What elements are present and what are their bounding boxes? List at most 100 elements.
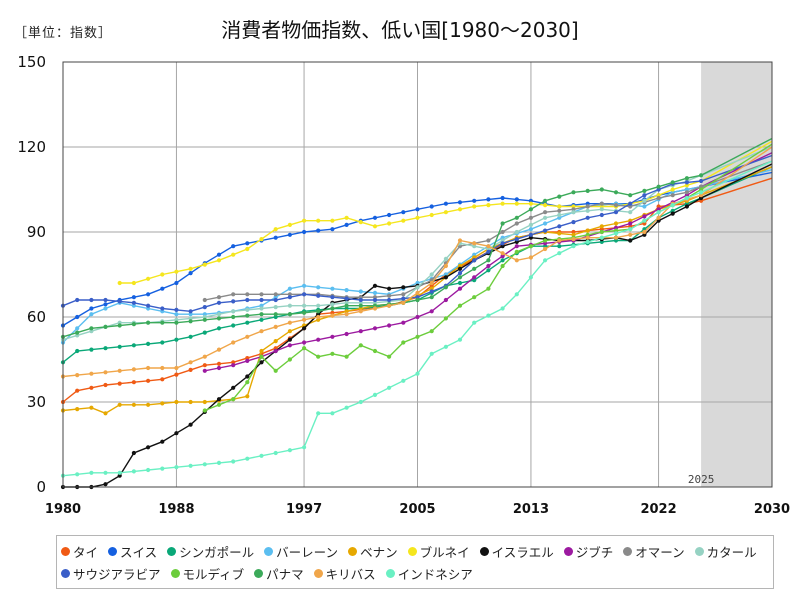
data-point	[245, 297, 250, 303]
data-point	[216, 258, 222, 263]
data-point	[231, 385, 236, 390]
data-point	[387, 286, 392, 291]
data-point	[316, 309, 321, 314]
x-tick-label: 2005	[399, 502, 435, 517]
data-point	[202, 297, 207, 303]
legend-item: スイス	[108, 540, 157, 562]
data-point	[103, 297, 108, 303]
data-point	[486, 263, 491, 269]
data-point	[358, 220, 363, 225]
data-point	[401, 300, 406, 305]
legend-marker-icon	[61, 568, 70, 578]
legend-marker-icon	[563, 546, 573, 556]
data-point	[599, 201, 604, 206]
data-point	[245, 374, 250, 379]
data-point	[188, 463, 193, 468]
data-point	[613, 235, 619, 240]
data-point	[231, 360, 236, 365]
data-point	[571, 244, 576, 249]
data-point	[372, 392, 378, 397]
legend-marker-icon	[407, 546, 417, 556]
data-point	[443, 275, 448, 280]
data-point	[75, 472, 80, 477]
data-point	[401, 320, 406, 325]
data-point	[514, 249, 519, 254]
data-point	[528, 207, 534, 212]
data-point	[585, 232, 590, 237]
data-point	[415, 207, 420, 212]
x-tick-label: 2013	[513, 502, 549, 517]
data-point	[103, 411, 108, 416]
data-point	[302, 303, 307, 308]
data-point	[316, 411, 321, 416]
data-point	[613, 203, 619, 208]
data-point	[358, 309, 363, 314]
data-point	[273, 324, 278, 329]
data-point	[287, 320, 292, 325]
data-point	[401, 378, 406, 383]
data-point	[316, 228, 321, 233]
legend-label: カタール	[706, 544, 757, 560]
data-point	[75, 297, 80, 303]
forecast-label: 2025	[688, 473, 715, 486]
data-point	[543, 238, 548, 243]
data-point	[543, 215, 548, 220]
legend-label: ジブチ	[575, 544, 614, 560]
data-point	[344, 215, 349, 220]
data-point	[628, 221, 633, 226]
data-point	[103, 470, 108, 475]
data-point	[216, 460, 222, 465]
data-point	[259, 306, 264, 311]
data-point	[429, 309, 434, 314]
y-tick-label: 30	[27, 393, 46, 411]
legend-label: バーレーン	[276, 544, 339, 560]
data-point	[528, 215, 534, 220]
data-point	[684, 180, 690, 185]
y-tick-label: 120	[17, 138, 46, 156]
data-point	[543, 246, 548, 252]
data-point	[372, 215, 378, 220]
data-point	[599, 224, 604, 229]
data-point	[500, 263, 505, 269]
data-point	[571, 232, 576, 237]
data-point	[358, 297, 363, 303]
data-point	[585, 239, 590, 244]
data-point	[429, 212, 434, 218]
data-point	[174, 399, 179, 405]
data-point	[344, 303, 349, 308]
data-point	[415, 371, 420, 376]
data-point	[642, 204, 647, 209]
data-point	[89, 297, 94, 303]
data-point	[571, 237, 576, 242]
data-point	[202, 317, 207, 322]
data-point	[656, 195, 661, 201]
data-point	[117, 473, 122, 478]
data-point	[528, 235, 534, 240]
legend-marker-icon	[108, 546, 118, 556]
data-point	[103, 346, 108, 351]
data-point	[245, 307, 250, 312]
data-point	[628, 238, 633, 243]
data-point	[316, 337, 321, 342]
data-point	[131, 450, 136, 456]
data-point	[287, 329, 292, 334]
data-point	[75, 388, 80, 393]
data-point	[543, 203, 548, 208]
data-point	[245, 334, 250, 339]
data-point	[259, 317, 264, 322]
data-point	[316, 354, 321, 359]
data-point	[642, 193, 647, 198]
data-point	[131, 380, 136, 385]
legend-item: オマーン	[623, 540, 685, 562]
data-point	[486, 258, 491, 263]
data-point	[429, 351, 434, 356]
data-point	[273, 235, 278, 240]
data-point	[472, 278, 477, 283]
data-point	[670, 180, 675, 185]
data-point	[344, 312, 349, 317]
data-point	[131, 343, 136, 348]
data-point	[188, 271, 193, 276]
plot-border	[62, 61, 773, 488]
data-point	[699, 190, 704, 195]
data-point	[372, 283, 378, 288]
